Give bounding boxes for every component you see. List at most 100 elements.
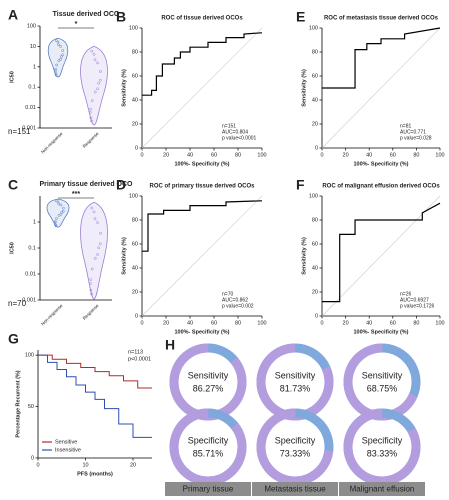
annotation: AUC=0.6927: [400, 297, 429, 303]
donut-name: Specificity: [275, 435, 316, 445]
annotation: AUC=0.862: [222, 297, 248, 303]
x-tick-label: 40: [187, 320, 193, 326]
x-axis-label: 100%- Specificity (%): [353, 161, 408, 167]
violin-point: [54, 67, 57, 71]
violin-point: [57, 59, 61, 63]
y-tick-label: 20: [132, 289, 138, 295]
chart-title: ROC of metastasis tissue derived OCOs: [324, 16, 439, 22]
violin-point: [54, 69, 57, 73]
x-tick-label: 80: [235, 152, 241, 158]
violin-point: [59, 45, 62, 48]
violin-point: [55, 63, 59, 67]
y-tick-label: 80: [132, 49, 138, 55]
x-tick-label: 20: [343, 152, 349, 158]
violin: [47, 37, 69, 78]
x-tick-label: 60: [390, 320, 396, 326]
donut-name: Sensitivity: [275, 370, 316, 380]
annotation: n=26: [400, 291, 411, 297]
x-tick-label: 40: [366, 320, 372, 326]
violin-point: [89, 116, 93, 120]
panel-label: E: [296, 9, 305, 25]
x-tick-label: 10: [82, 462, 88, 468]
annotation: p value=0.002: [222, 303, 254, 309]
category-label: Metastasis tissue: [264, 485, 326, 494]
chart-title: ROC of primary tissue derived OCOs: [149, 184, 255, 190]
x-tick-label: 20: [343, 320, 349, 326]
donut-name: Specificity: [188, 435, 229, 445]
sample-size: n=70: [8, 299, 27, 308]
annotation: p value=0.028: [400, 135, 432, 141]
violin-point: [93, 217, 97, 221]
violin-point: [55, 39, 58, 42]
violin-point: [93, 58, 97, 62]
donut-name: Specificity: [362, 435, 403, 445]
violin-point: [93, 256, 97, 260]
panel-label: B: [116, 9, 126, 25]
x-tick-label: 0: [140, 152, 143, 158]
sample-size: n=151: [8, 127, 31, 136]
category-label: Primary tissue: [183, 485, 234, 494]
x-tick-label: 80: [413, 320, 419, 326]
chart-title: Primary tissue derived OCO: [40, 181, 134, 188]
violin-point: [59, 203, 63, 207]
y-tick-label: 100: [27, 23, 36, 29]
violin-point: [61, 53, 64, 57]
donut-name: Sensitivity: [188, 370, 229, 380]
panel-label: G: [8, 331, 19, 347]
y-tick-label: 1: [33, 64, 36, 70]
violin-point: [57, 214, 61, 217]
violin-point: [97, 81, 101, 85]
x-tick-label: 40: [187, 152, 193, 158]
violin-point: [57, 43, 61, 47]
donut-name: Sensitivity: [362, 370, 403, 380]
annotation: AUC=0.771: [400, 129, 426, 135]
donut-value: 81.73%: [280, 383, 311, 393]
x-tick-label: 80: [235, 320, 241, 326]
y-tick-label: 80: [312, 49, 318, 55]
category-bar: [165, 482, 251, 496]
roc-curve: [142, 32, 263, 96]
panel-label: H: [165, 337, 175, 353]
y-tick-label: 0.001: [22, 125, 36, 131]
violin-point: [93, 90, 97, 94]
panel-label: C: [8, 177, 18, 193]
x-tick-label: Non-response: [40, 131, 64, 155]
violin-point: [99, 70, 102, 73]
violin-point: [59, 57, 62, 61]
annotation: n=70: [222, 291, 233, 297]
x-tick-label: Non-response: [40, 303, 64, 327]
y-axis-label: IC50: [9, 242, 15, 254]
y-tick-label: 100: [129, 25, 138, 31]
y-tick-label: 100: [25, 353, 34, 359]
y-tick-label: 40: [132, 265, 138, 271]
violin-point: [89, 107, 93, 111]
x-tick-label: 100: [435, 320, 444, 326]
violin-point: [96, 61, 99, 65]
y-tick-label: 100: [309, 25, 318, 31]
y-tick-label: 20: [132, 121, 138, 127]
roc-curve: [322, 202, 441, 303]
reference-line: [321, 27, 441, 149]
significance-label: ***: [72, 191, 80, 198]
survival-curve: [38, 354, 152, 389]
violin-point: [54, 199, 58, 203]
violin-point: [90, 99, 94, 102]
y-tick-label: 0: [135, 313, 138, 319]
y-tick-label: 0.1: [28, 245, 36, 251]
category-bar: [339, 482, 425, 496]
violin-point: [89, 288, 93, 292]
donut-value: 85.71%: [193, 448, 224, 458]
violin-point: [61, 206, 65, 210]
roc-curve: [322, 27, 441, 89]
y-tick-label: 60: [132, 73, 138, 79]
y-tick-label: 100: [129, 193, 138, 199]
violin-point: [98, 78, 102, 82]
x-tick-label: 0: [140, 320, 143, 326]
y-tick-label: 40: [312, 97, 318, 103]
violin-point: [90, 292, 93, 296]
y-tick-label: 0: [315, 145, 318, 151]
y-tick-label: 50: [28, 404, 34, 410]
violin-point: [61, 49, 65, 52]
